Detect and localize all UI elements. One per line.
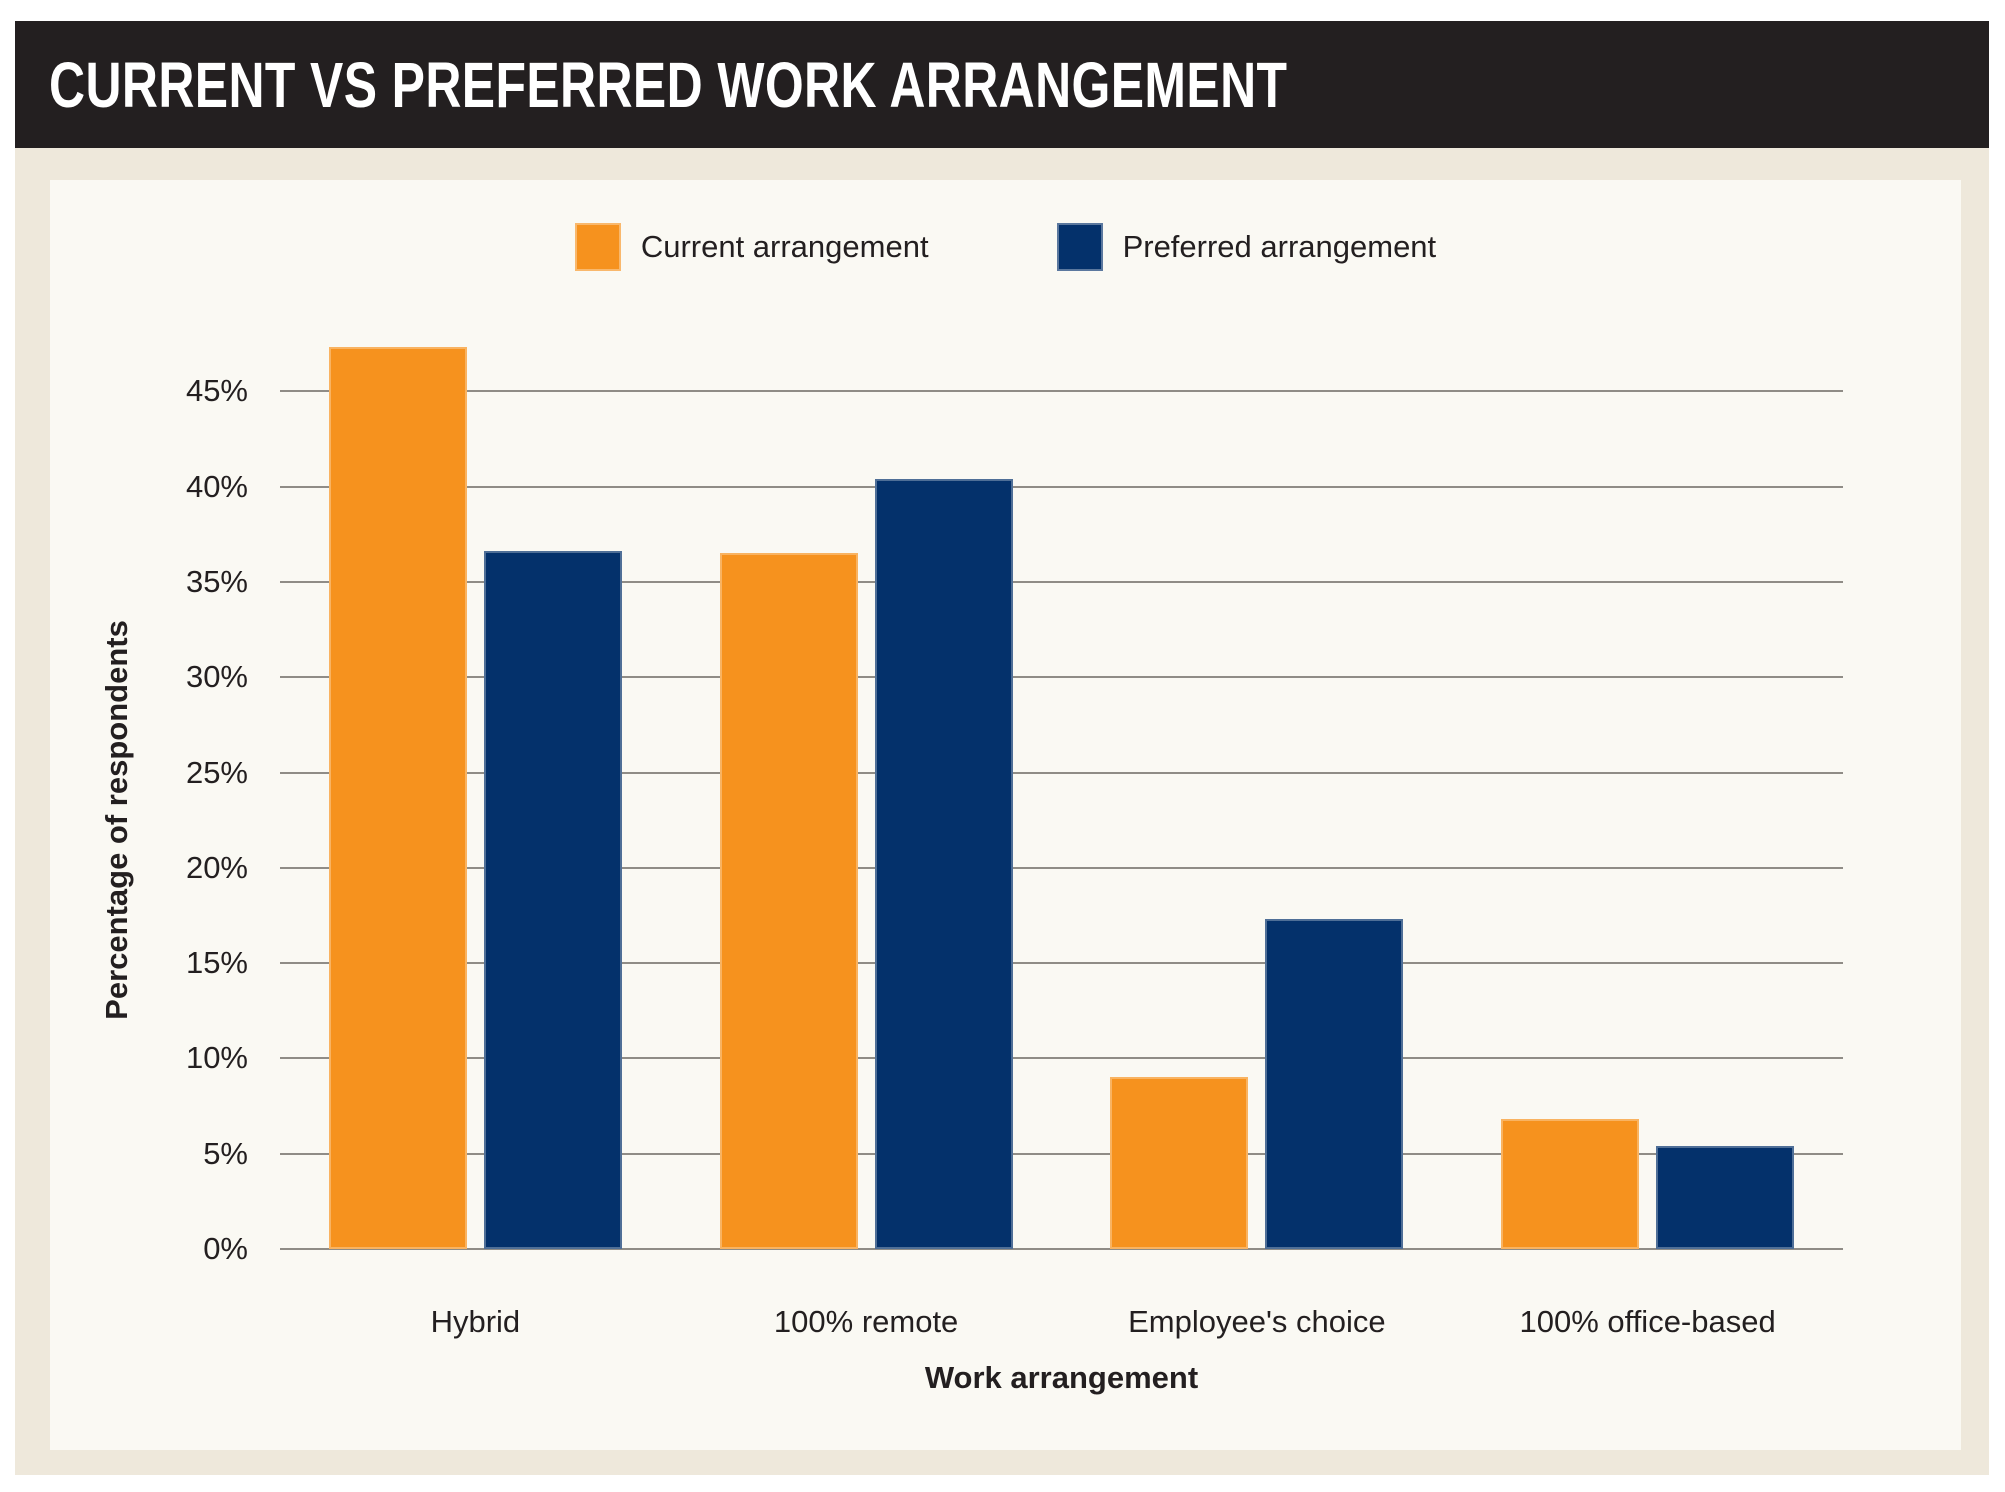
y-tick-label-5: 5%: [203, 1135, 248, 1171]
bar-hybrid-current-arrangement: [328, 347, 467, 1249]
bar-100-office-based-current-arrangement: [1501, 1119, 1640, 1249]
x-axis-title: Work arrangement: [924, 1360, 1199, 1395]
legend-item-current: Current arrangement: [574, 223, 929, 271]
gridline-30: [280, 676, 1843, 679]
x-category-label-employee-s-choice: Employee's choice: [1128, 1304, 1386, 1339]
y-tick-label-35: 35%: [185, 563, 248, 599]
y-tick-label-30: 30%: [185, 659, 248, 695]
bar-100-remote-current-arrangement: [719, 553, 858, 1249]
header-banner: CURRENT VS PREFERRED WORK ARRANGEMENT: [15, 21, 1989, 148]
gridline-35: [280, 580, 1843, 583]
y-tick-label-20: 20%: [185, 849, 248, 885]
plot-area: Work arrangement 0% 5% 10% 15% 20% 25% 30% 35% 4…: [186, 296, 1843, 1395]
gridline-40: [280, 485, 1843, 488]
gridline-0: [280, 1248, 1843, 1250]
legend: Current arrangement Preferred arrangemen…: [50, 223, 1961, 271]
x-category-label-hybrid: Hybrid: [430, 1304, 521, 1339]
gridline-45: [280, 390, 1843, 393]
gridline-25: [280, 771, 1843, 774]
y-tick-label-45: 45%: [185, 373, 248, 409]
gridline-5: [280, 1152, 1843, 1155]
y-tick-label-0: 0%: [203, 1231, 248, 1266]
legend-item-preferred: Preferred arrangement: [1056, 223, 1437, 271]
bar-hybrid-preferred-arrangement: [483, 551, 622, 1249]
x-category-label-100-remote: 100% remote: [773, 1304, 959, 1339]
y-tick-label-10: 10%: [185, 1040, 248, 1076]
y-tick-label-15: 15%: [185, 945, 248, 981]
legend-swatch-current: [574, 223, 621, 271]
gridline-20: [280, 866, 1843, 869]
legend-label-preferred: Preferred arrangement: [1122, 229, 1437, 264]
page-title: CURRENT VS PREFERRED WORK ARRANGEMENT: [49, 48, 1288, 121]
legend-swatch-preferred: [1056, 223, 1103, 271]
bar-employee-s-choice-current-arrangement: [1110, 1077, 1249, 1249]
y-tick-label-40: 40%: [185, 468, 248, 504]
gridline-10: [280, 1057, 1843, 1060]
bar-100-remote-preferred-arrangement: [874, 478, 1013, 1249]
legend-label-current: Current arrangement: [640, 229, 929, 264]
bar-100-office-based-preferred-arrangement: [1656, 1146, 1795, 1249]
chart-panel: Current arrangement Preferred arrangemen…: [50, 180, 1961, 1450]
x-category-label-100-office-based: 100% office-based: [1519, 1304, 1776, 1339]
y-tick-label-25: 25%: [185, 754, 248, 790]
bar-employee-s-choice-preferred-arrangement: [1265, 919, 1404, 1249]
gridline-15: [280, 962, 1843, 965]
infographic-frame: CURRENT VS PREFERRED WORK ARRANGEMENT Cu…: [15, 21, 1989, 1475]
